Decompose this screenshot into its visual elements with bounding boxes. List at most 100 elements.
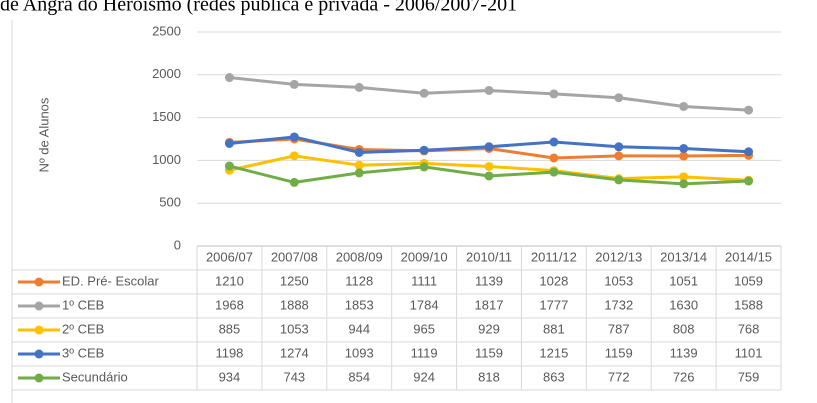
point	[679, 151, 689, 161]
point	[289, 132, 299, 142]
table-value: 743	[283, 369, 305, 384]
table-value: 854	[348, 369, 370, 384]
point	[614, 151, 624, 161]
legend-marker	[34, 349, 44, 359]
point	[289, 151, 299, 161]
table-value: 1028	[539, 273, 568, 288]
chart-title: de Angra do Heroísmo (redes pública e pr…	[0, 0, 517, 16]
legend-marker	[34, 373, 44, 383]
table-value: 1159	[605, 345, 633, 360]
table-value: 1968	[215, 297, 244, 312]
table-value: 944	[348, 321, 370, 336]
table-value: 1588	[734, 297, 763, 312]
point	[224, 138, 234, 148]
x-tick-label: 2007/08	[271, 249, 318, 264]
table-value: 768	[738, 321, 760, 336]
y-tick-label: 2000	[152, 66, 181, 81]
table-value: 726	[673, 369, 695, 384]
x-tick-label: 2010/11	[466, 249, 512, 264]
point	[484, 161, 494, 171]
table-value: 1888	[280, 297, 309, 312]
point	[744, 176, 754, 186]
point	[549, 89, 559, 99]
point	[484, 85, 494, 95]
table-value: 1250	[280, 273, 309, 288]
legend-label: 3º CEB	[62, 345, 104, 360]
point	[354, 147, 364, 157]
point	[679, 172, 689, 182]
x-tick-label: 2013/14	[660, 249, 707, 264]
x-tick-label: 2014/15	[725, 249, 772, 264]
point	[354, 168, 364, 178]
table-value: 1817	[475, 297, 504, 312]
point	[744, 147, 754, 157]
point	[549, 137, 559, 147]
point	[419, 145, 429, 155]
legend-marker	[34, 301, 44, 311]
table-value: 965	[413, 321, 435, 336]
point	[289, 177, 299, 187]
table-value: 929	[478, 321, 500, 336]
point	[549, 153, 559, 163]
table-value: 863	[543, 369, 565, 384]
point	[224, 161, 234, 171]
point	[354, 160, 364, 170]
y-tick-label: 1500	[152, 109, 181, 124]
legend-label: ED. Pré- Escolar	[62, 273, 159, 288]
table-value: 1053	[604, 273, 633, 288]
legend-marker	[34, 277, 44, 287]
point	[549, 167, 559, 177]
table-value: 1111	[411, 273, 437, 288]
y-tick-label: 1000	[152, 152, 181, 167]
table-value: 1159	[475, 345, 503, 360]
point	[484, 171, 494, 181]
x-tick-label: 2009/10	[401, 249, 448, 264]
table-value: 924	[413, 369, 435, 384]
table-value: 1732	[604, 297, 633, 312]
legend-label: Secundário	[62, 369, 128, 384]
table-value: 1139	[475, 273, 503, 288]
point	[679, 179, 689, 189]
legend-label: 2º CEB	[62, 321, 104, 336]
x-tick-label: 2008/09	[336, 249, 383, 264]
table-value: 1274	[280, 345, 309, 360]
x-tick-label: 2011/12	[531, 249, 577, 264]
point	[614, 93, 624, 103]
table-value: 1093	[345, 345, 374, 360]
table-value: 1051	[669, 273, 698, 288]
legend-marker	[34, 325, 44, 335]
table-value: 772	[608, 369, 630, 384]
table-value: 1784	[410, 297, 439, 312]
table-value: 759	[738, 369, 760, 384]
table-value: 1128	[345, 273, 373, 288]
x-tick-label: 2012/13	[595, 249, 642, 264]
table-value: 1053	[280, 321, 309, 336]
y-tick-label: 0	[174, 237, 181, 252]
table-value: 808	[673, 321, 695, 336]
table-value: 1630	[669, 297, 698, 312]
point	[354, 82, 364, 92]
point	[679, 101, 689, 111]
table-value: 885	[219, 321, 241, 336]
table-value: 818	[478, 369, 500, 384]
point	[744, 105, 754, 115]
legend-label: 1º CEB	[62, 297, 104, 312]
point	[614, 175, 624, 185]
table-value: 1215	[539, 345, 568, 360]
table-value: 1139	[670, 345, 698, 360]
table-value: 1210	[215, 273, 244, 288]
y-tick-label: 2500	[152, 23, 181, 38]
table-value: 881	[543, 321, 565, 336]
table-value: 1777	[539, 297, 568, 312]
table-value: 1853	[345, 297, 374, 312]
point	[419, 162, 429, 172]
table-value: 934	[219, 369, 241, 384]
table-value: 1101	[735, 345, 763, 360]
table-value: 1198	[215, 345, 243, 360]
table-value: 787	[608, 321, 630, 336]
table-value: 1059	[734, 273, 763, 288]
x-tick-label: 2006/07	[206, 249, 253, 264]
point	[614, 142, 624, 152]
